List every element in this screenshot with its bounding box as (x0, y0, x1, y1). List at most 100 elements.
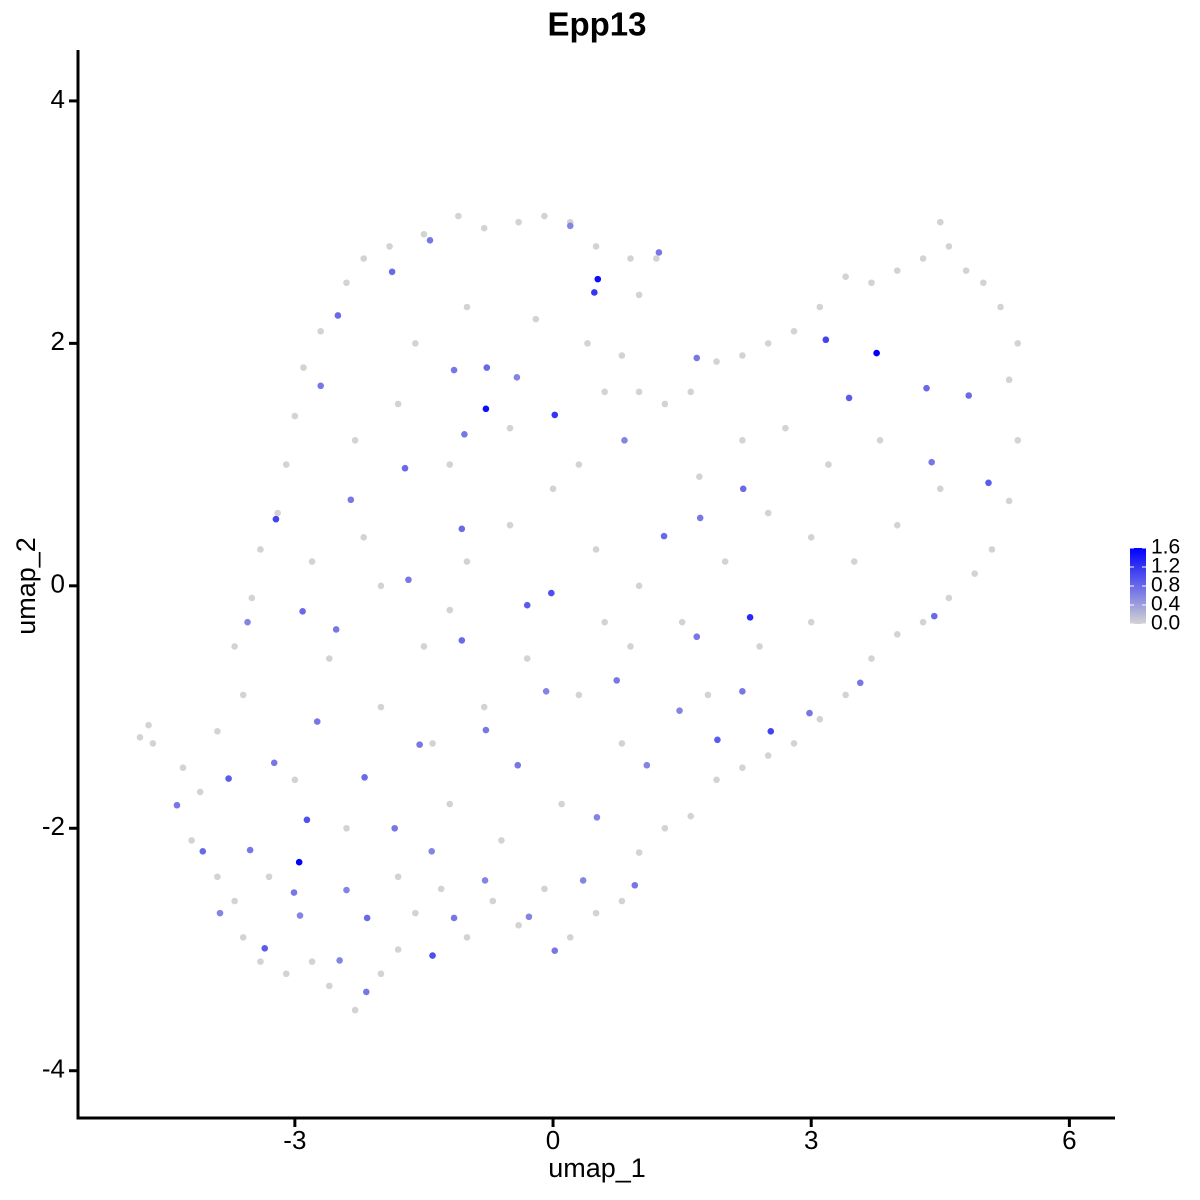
point (593, 814, 601, 821)
point (845, 394, 853, 402)
point (274, 509, 281, 517)
point (739, 437, 746, 444)
point (713, 358, 720, 365)
point (351, 437, 359, 444)
point (893, 631, 901, 638)
point (239, 691, 247, 699)
y-tick-label: 0 (51, 569, 65, 599)
point (532, 315, 540, 323)
point (704, 691, 712, 699)
x-tick-label: -3 (283, 1125, 306, 1155)
point (746, 614, 754, 621)
point (360, 534, 368, 541)
point (394, 873, 402, 881)
point (513, 374, 521, 381)
point (937, 218, 944, 226)
point (214, 727, 221, 735)
point (225, 775, 232, 782)
point (962, 267, 970, 274)
point (416, 741, 423, 748)
point (575, 461, 583, 468)
point (601, 618, 608, 626)
point (523, 601, 531, 609)
point (461, 430, 468, 438)
point (541, 885, 548, 893)
point (515, 218, 522, 226)
point (721, 558, 729, 565)
point (426, 237, 434, 244)
point (246, 846, 254, 854)
point (334, 312, 342, 319)
point (480, 703, 488, 711)
chart-title: Epp13 (547, 6, 646, 43)
point (325, 982, 333, 990)
point (806, 709, 813, 717)
point (739, 764, 746, 771)
point (446, 606, 454, 614)
point (790, 327, 798, 335)
point (377, 582, 385, 590)
point (627, 643, 634, 650)
point (618, 897, 626, 905)
point (386, 243, 393, 250)
point (179, 764, 187, 771)
point (923, 384, 930, 392)
point (739, 485, 747, 493)
point (627, 255, 634, 262)
point (265, 873, 273, 881)
point (856, 679, 864, 687)
point (514, 761, 522, 769)
colorbar-tick-label: 0.4 (1151, 593, 1181, 616)
point (231, 643, 238, 650)
point (618, 740, 626, 747)
point (767, 727, 775, 735)
point (613, 677, 621, 684)
point (621, 437, 628, 444)
point (919, 255, 927, 262)
y-tick-label: -2 (42, 811, 65, 841)
point (660, 532, 668, 540)
point (635, 291, 643, 299)
point (405, 576, 412, 584)
point (429, 952, 436, 959)
y-tick-label: 2 (51, 326, 65, 356)
point (343, 279, 350, 287)
point (592, 546, 600, 553)
point (930, 612, 938, 620)
colorbar-tick-label: 0.8 (1151, 574, 1180, 597)
point (291, 776, 299, 784)
point (332, 626, 340, 633)
point (919, 618, 927, 626)
point (876, 437, 884, 444)
point (566, 222, 574, 230)
point (261, 944, 269, 952)
point (480, 224, 488, 232)
point (816, 715, 824, 723)
point (579, 877, 587, 884)
point (548, 589, 555, 597)
colorbar-tick-label: 1.6 (1151, 536, 1180, 559)
point (739, 687, 746, 695)
point (997, 303, 1004, 311)
point (643, 761, 651, 769)
point (525, 913, 533, 921)
point (450, 366, 458, 374)
point (216, 909, 224, 917)
point (412, 909, 419, 917)
point (231, 897, 238, 905)
point (868, 655, 875, 662)
point (391, 824, 398, 832)
point (428, 848, 435, 855)
point (506, 424, 514, 432)
point (756, 643, 763, 650)
point (696, 473, 703, 481)
point (558, 800, 565, 808)
point (343, 886, 350, 894)
point (635, 582, 643, 590)
point (515, 921, 522, 929)
point (980, 279, 987, 287)
point (696, 514, 704, 522)
point (988, 546, 996, 553)
point (1005, 376, 1013, 384)
point (678, 618, 686, 626)
